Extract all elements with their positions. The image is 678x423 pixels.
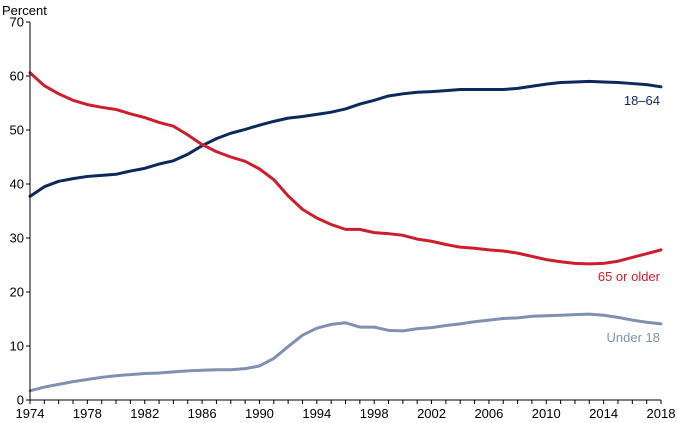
x-tick-label: 2002 [417,406,446,421]
series-line-18-64 [28,79,663,198]
x-tick-label: 1982 [130,406,159,421]
series-labels: 18–64 65 or older Under 18 [598,93,661,345]
x-tick-label: 1998 [360,406,389,421]
series-line-under-18 [28,312,663,393]
x-tick-label: 2014 [589,406,618,421]
x-tick-label: 1978 [73,406,102,421]
x-axis-ticks: 1974 1978 1982 1986 1990 1994 1998 2002 2006 2010… [16,400,676,421]
x-tick-label: 1990 [245,406,274,421]
series-label: Under 18 [607,330,660,345]
y-tick-label: 30 [10,231,24,246]
x-tick-label: 1994 [302,406,331,421]
series-label: 65 or older [598,269,661,284]
y-tick-label: 0 [17,393,24,408]
x-tick-label: 2018 [647,406,676,421]
y-tick-label: 60 [10,69,24,84]
y-axis-unit-label: Percent [2,3,47,18]
x-tick-label: 1974 [16,406,45,421]
series-label: 18–64 [624,93,660,108]
y-tick-label: 50 [10,123,24,138]
x-tick-label: 1986 [188,406,217,421]
y-tick-label: 40 [10,177,24,192]
x-tick-label: 2006 [474,406,503,421]
x-tick-label: 2010 [532,406,561,421]
y-tick-label: 10 [10,339,24,354]
y-axis-ticks: 0 10 20 30 40 50 60 70 [10,15,30,408]
y-tick-label: 20 [10,285,24,300]
series-line-65-or-older [28,71,663,266]
series-group [28,71,663,393]
y-tick-label: 70 [10,15,24,30]
